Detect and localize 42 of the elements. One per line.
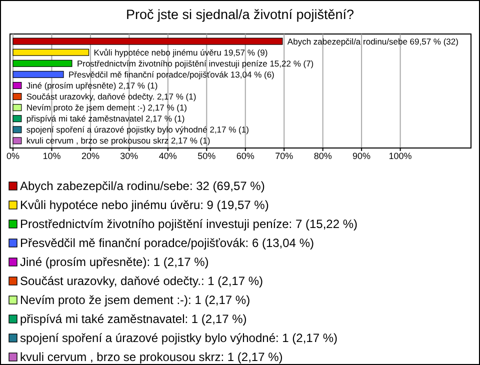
text: Přesvědčil mě finanční poradce/pojišťovák: 6 (13,04 %) [20,236,314,250]
x-tick-label: 100% [388,151,412,161]
bar [12,70,64,78]
bar [12,48,90,56]
x-tick-label: 40% [158,151,177,161]
data-label: Kvůli hypotéce nebo jinému úvěru 19,57 % (9) [94,47,268,58]
text: kvuli cervum , brzo se prokousou skrz: 1 (2,17 %) [20,350,283,364]
data-label: Jiné (prosím upřesněte) 2,17 % (1) [26,80,158,90]
data-label: spojení spoření a úrazové pojistky bylo výhodné 2,17 % (1) [26,124,250,135]
text: Součást urazovky, daňové odečty.: 1 (2,17 %) [20,274,264,288]
text: Jiné (prosím upřesněte): 1 (2,17 %) [20,255,209,269]
text: Kvůli hypotéce nebo jinému úvěru: 9 (19,57 %) [20,198,269,212]
bar [12,137,22,144]
bar [12,82,22,89]
text: Prostřednictvím životního pojištění investuji peníze: 7 (15,22 %) [20,217,358,231]
x-tick-label: 80% [314,151,332,161]
bar [12,93,22,100]
x-tick-label: 60% [236,151,254,161]
data-label: Nevím proto že jsem dement :-) 2,17 % (1) [26,102,188,113]
text: přispívá mi také zaměstnavatel: 1 (2,17 %) [20,312,247,326]
x-tick-label: 90% [352,151,371,161]
x-tick-label: 0% [6,151,20,161]
text: spojení spoření a úrazové pojistky bylo výhodné: 1 (2,17 %) [20,331,338,345]
bar [12,38,283,45]
bar [12,60,72,67]
data-label: Součást urazovky, daňové odečty. 2,17 % (1) [26,92,196,102]
x-tick-label: 70% [275,151,294,161]
x-tick-label: 30% [120,151,138,161]
data-label: Prostřednictvím životního pojištění investuji peníze 15,22 % (7) [76,58,314,68]
data-label: přispívá mi také zaměstnavatel 2,17 % (1) [26,114,185,124]
text: Nevím proto že jsem dement :-): 1 (2,17 %) [20,293,250,307]
data-label: Přesvědčil mě finanční poradce/pojišťovák 13,04 % (6) [68,69,275,80]
x-tick-label: 10% [42,151,61,161]
bar [12,126,22,134]
bar [12,115,22,122]
chart-title: Proč jste si sjednal/a životní pojištění? [126,7,354,22]
data-label: Abych zabezepčil/a rodinu/sebe 69,57 % (32) [287,36,459,46]
text: Abych zabezepčil/a rodinu/sebe: 32 (69,57 %) [20,179,265,193]
bar [12,104,22,112]
x-tick-label: 50% [198,151,216,161]
x-tick-label: 20% [81,151,100,161]
data-label: kvuli cervum , brzo se prokousou skrz 2,17 % (1) [26,136,210,146]
